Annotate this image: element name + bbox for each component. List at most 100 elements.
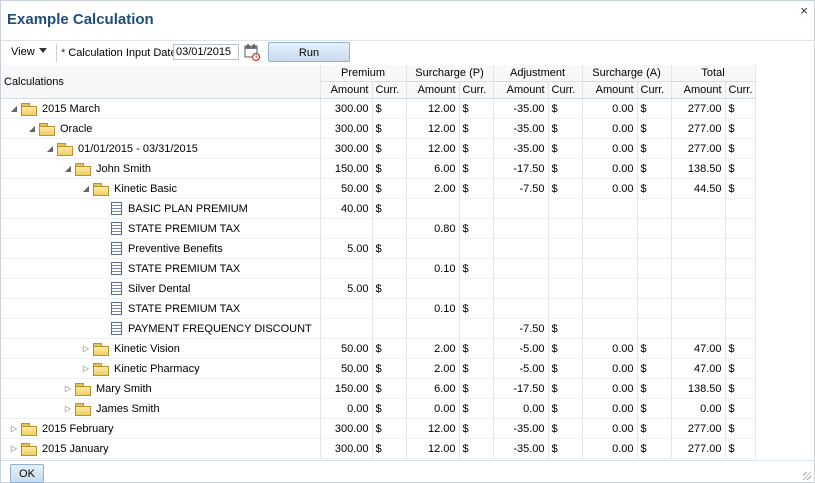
currency-cell: $ xyxy=(372,178,407,199)
currency-cell: $ xyxy=(459,358,494,379)
table-row[interactable]: ◢ John Smith 150.00 $6.00 $ -17.50 $0.00 $138.5… xyxy=(1,158,756,179)
collapsed-toggle-icon[interactable]: ▷ xyxy=(64,404,72,413)
table-row[interactable]: STATE PREMIUM TAX 0.10 $ xyxy=(1,258,756,279)
expanded-toggle-icon[interactable]: ◢ xyxy=(82,184,90,193)
tree-cell: ▷ Mary Smith xyxy=(1,378,321,399)
tree-node-label[interactable]: Oracle xyxy=(60,122,93,135)
currency-cell: $ xyxy=(548,118,583,139)
total-amount-header[interactable]: Amount xyxy=(671,81,726,99)
surcharge-a-amount-header[interactable]: Amount xyxy=(582,81,638,99)
collapsed-toggle-icon[interactable]: ▷ xyxy=(10,444,18,453)
tree-node-label[interactable]: Silver Dental xyxy=(128,282,191,295)
table-row[interactable]: ▷ Mary Smith 150.00 $6.00 $ -17.50 $0.00 $138.5… xyxy=(1,378,756,399)
tree-node-label[interactable]: 2015 March xyxy=(42,102,101,115)
collapsed-toggle-icon[interactable]: ▷ xyxy=(64,384,72,393)
currency-cell: $ xyxy=(372,278,407,299)
table-row[interactable]: ▷ 2015 February 300.00 $12.00 $ -35.00 $0.00 $2… xyxy=(1,418,756,439)
table-row[interactable]: Preventive Benefits 5.00 $ xyxy=(1,238,756,259)
total-curr-header[interactable]: Curr. xyxy=(725,81,756,99)
amount-cell xyxy=(671,198,726,219)
collapsed-toggle-icon[interactable]: ▷ xyxy=(10,424,18,433)
tree-node-label[interactable]: Preventive Benefits xyxy=(128,242,223,255)
total-header[interactable]: Total xyxy=(671,65,756,82)
calendar-icon[interactable] xyxy=(244,43,261,62)
table-row[interactable]: PAYMENT FREQUENCY DISCOUNT -7.50 $ xyxy=(1,318,756,339)
amount-cell: 12.00 xyxy=(406,418,460,439)
currency-cell: $ xyxy=(459,138,494,159)
view-menu-button[interactable]: View xyxy=(11,46,47,58)
tree-node-label[interactable]: James Smith xyxy=(96,402,160,415)
currency-cell: $ xyxy=(372,358,407,379)
table-row[interactable]: BASIC PLAN PREMIUM 40.00 $ xyxy=(1,198,756,219)
table-row[interactable]: ▷ Kinetic Vision 50.00 $2.00 $ -5.00 $0.00 $47.… xyxy=(1,338,756,359)
amount-cell xyxy=(493,278,549,299)
currency-cell: $ xyxy=(548,378,583,399)
premium-amount-header[interactable]: Amount xyxy=(320,81,373,99)
tree-node-label[interactable]: Kinetic Vision xyxy=(114,342,180,355)
table-row[interactable]: ▷ James Smith 0.00 $0.00 $0.00 $0.00 $0.00 $ xyxy=(1,398,756,419)
currency-cell: $ xyxy=(637,358,672,379)
amount-cell xyxy=(671,218,726,239)
amount-cell: 0.00 xyxy=(582,398,638,419)
calculations-header[interactable]: Calculations xyxy=(1,65,321,99)
tree-node-label[interactable]: BASIC PLAN PREMIUM xyxy=(128,202,248,215)
table-row[interactable]: Silver Dental 5.00 $ xyxy=(1,278,756,299)
currency-cell: $ xyxy=(459,438,494,459)
tree-node-label[interactable]: 2015 February xyxy=(42,422,114,435)
tree-node-label[interactable]: STATE PREMIUM TAX xyxy=(128,262,241,275)
adjustment-amount-header[interactable]: Amount xyxy=(493,81,549,99)
close-icon[interactable]: × xyxy=(800,3,808,18)
folder-icon xyxy=(75,162,91,176)
tree-node-label[interactable]: 2015 January xyxy=(42,442,109,455)
tree-node-label[interactable]: Mary Smith xyxy=(96,382,152,395)
expanded-toggle-icon[interactable]: ◢ xyxy=(28,124,36,133)
ok-button[interactable]: OK xyxy=(10,464,44,483)
tree-node-label[interactable]: PAYMENT FREQUENCY DISCOUNT xyxy=(128,322,312,335)
premium-curr-header[interactable]: Curr. xyxy=(372,81,407,99)
amount-cell xyxy=(582,318,638,339)
adjustment-curr-header[interactable]: Curr. xyxy=(548,81,583,99)
table-row[interactable]: ◢ Kinetic Basic 50.00 $2.00 $ -7.50 $0.00 $44.5… xyxy=(1,178,756,199)
tree-cell: ▷ 2015 January xyxy=(1,438,321,459)
tree-node-label[interactable]: Kinetic Basic xyxy=(114,182,177,195)
amount-cell xyxy=(671,298,726,319)
collapsed-toggle-icon[interactable]: ▷ xyxy=(82,344,90,353)
surcharge-a-header[interactable]: Surcharge (A) xyxy=(582,65,672,82)
document-icon xyxy=(111,302,122,315)
table-row[interactable]: ◢ Oracle 300.00 $12.00 $ -35.00 $0.00 $277.00 $ xyxy=(1,118,756,139)
surcharge-p-amount-header[interactable]: Amount xyxy=(406,81,460,99)
tree-node-label[interactable]: John Smith xyxy=(96,162,152,175)
table-row[interactable]: STATE PREMIUM TAX 0.80 $ xyxy=(1,218,756,239)
currency-cell xyxy=(548,238,583,259)
expanded-toggle-icon[interactable]: ◢ xyxy=(64,164,72,173)
expanded-toggle-icon[interactable]: ◢ xyxy=(46,144,54,153)
table-row[interactable]: STATE PREMIUM TAX 0.10 $ xyxy=(1,298,756,319)
surcharge-a-curr-header[interactable]: Curr. xyxy=(637,81,672,99)
calculation-date-input[interactable] xyxy=(173,44,239,60)
amount-cell: 300.00 xyxy=(320,138,373,159)
table-row[interactable]: ◢ 01/01/2015 - 03/31/2015 300.00 $12.00 $ -35… xyxy=(1,138,756,159)
currency-cell: $ xyxy=(725,98,756,119)
surcharge-p-header[interactable]: Surcharge (P) xyxy=(406,65,494,82)
amount-cell xyxy=(493,198,549,219)
expanded-toggle-icon[interactable]: ◢ xyxy=(10,104,18,113)
tree-node-label[interactable]: Kinetic Pharmacy xyxy=(114,362,200,375)
adjustment-header[interactable]: Adjustment xyxy=(493,65,583,82)
currency-cell: $ xyxy=(725,358,756,379)
resize-grip-icon[interactable] xyxy=(803,472,811,480)
currency-cell: $ xyxy=(459,298,494,319)
collapsed-toggle-icon[interactable]: ▷ xyxy=(82,364,90,373)
currency-cell: $ xyxy=(459,98,494,119)
tree-node-label[interactable]: STATE PREMIUM TAX xyxy=(128,222,241,235)
currency-cell xyxy=(637,258,672,279)
currency-cell: $ xyxy=(725,398,756,419)
run-calculation-button[interactable]: Run Calculation xyxy=(268,42,350,77)
surcharge-p-curr-header[interactable]: Curr. xyxy=(459,81,494,99)
premium-header[interactable]: Premium xyxy=(320,65,407,82)
tree-node-label[interactable]: STATE PREMIUM TAX xyxy=(128,302,241,315)
table-row[interactable]: ◢ 2015 March 300.00 $12.00 $ -35.00 $0.00 $277.… xyxy=(1,98,756,119)
tree-node-label[interactable]: 01/01/2015 - 03/31/2015 xyxy=(78,142,198,155)
table-row[interactable]: ▷ 2015 January 300.00 $12.00 $ -35.00 $0.00 $27… xyxy=(1,438,756,459)
currency-cell: $ xyxy=(637,178,672,199)
table-row[interactable]: ▷ Kinetic Pharmacy 50.00 $2.00 $ -5.00 $0.00 $4… xyxy=(1,358,756,379)
